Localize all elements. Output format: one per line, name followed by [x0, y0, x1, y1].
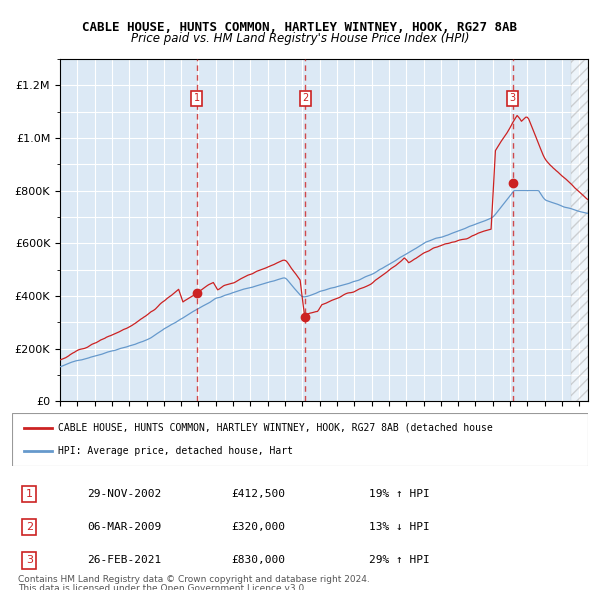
Text: CABLE HOUSE, HUNTS COMMON, HARTLEY WINTNEY, HOOK, RG27 8AB (detached house: CABLE HOUSE, HUNTS COMMON, HARTLEY WINTN…: [58, 423, 493, 433]
Text: 19% ↑ HPI: 19% ↑ HPI: [369, 489, 430, 499]
Text: HPI: Average price, detached house, Hart: HPI: Average price, detached house, Hart: [58, 446, 293, 456]
Text: 13% ↓ HPI: 13% ↓ HPI: [369, 522, 430, 532]
Polygon shape: [571, 59, 588, 401]
FancyBboxPatch shape: [12, 413, 588, 466]
Text: This data is licensed under the Open Government Licence v3.0.: This data is licensed under the Open Gov…: [18, 584, 307, 590]
Text: £412,500: £412,500: [231, 489, 285, 499]
Text: 29% ↑ HPI: 29% ↑ HPI: [369, 555, 430, 565]
Text: 2: 2: [302, 93, 308, 103]
Text: 3: 3: [26, 555, 33, 565]
Text: 06-MAR-2009: 06-MAR-2009: [87, 522, 161, 532]
Text: 29-NOV-2002: 29-NOV-2002: [87, 489, 161, 499]
Text: 1: 1: [194, 93, 200, 103]
Text: 1: 1: [26, 489, 33, 499]
Text: 26-FEB-2021: 26-FEB-2021: [87, 555, 161, 565]
Text: £830,000: £830,000: [231, 555, 285, 565]
Text: 2: 2: [26, 522, 33, 532]
Text: 3: 3: [509, 93, 516, 103]
Text: £320,000: £320,000: [231, 522, 285, 532]
Text: Price paid vs. HM Land Registry's House Price Index (HPI): Price paid vs. HM Land Registry's House …: [131, 32, 469, 45]
Text: CABLE HOUSE, HUNTS COMMON, HARTLEY WINTNEY, HOOK, RG27 8AB: CABLE HOUSE, HUNTS COMMON, HARTLEY WINTN…: [83, 21, 517, 34]
Text: Contains HM Land Registry data © Crown copyright and database right 2024.: Contains HM Land Registry data © Crown c…: [18, 575, 370, 584]
